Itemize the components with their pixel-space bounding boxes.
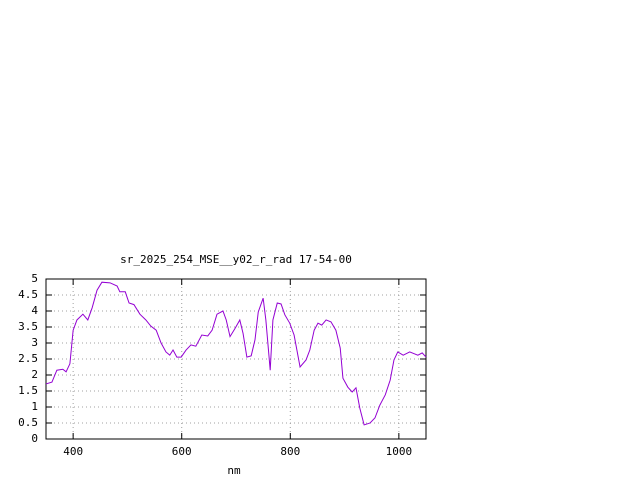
y-tick-label: 0.5 bbox=[18, 416, 38, 429]
x-tick-label: 800 bbox=[280, 445, 300, 458]
y-tick-label: 5 bbox=[31, 272, 38, 285]
x-tick-label: 400 bbox=[63, 445, 83, 458]
y-tick-label: 4 bbox=[31, 304, 38, 317]
y-tick-label: 3.5 bbox=[18, 320, 38, 333]
x-tick-label: 600 bbox=[172, 445, 192, 458]
y-tick-label: 1 bbox=[31, 400, 38, 413]
y-tick-label: 0 bbox=[31, 432, 38, 445]
x-tick-label: 1000 bbox=[386, 445, 413, 458]
y-tick-label: 2 bbox=[31, 368, 38, 381]
plot-border bbox=[45, 278, 427, 440]
y-tick-label: 1.5 bbox=[18, 384, 38, 397]
y-tick-label: 4.5 bbox=[18, 288, 38, 301]
chart-title: sr_2025_254_MSE__y02_r_rad 17-54-00 bbox=[120, 253, 352, 266]
y-tick-label: 2.5 bbox=[18, 352, 38, 365]
x-axis-label: nm bbox=[227, 464, 241, 477]
data-line bbox=[45, 281, 427, 426]
y-tick-label: 3 bbox=[31, 336, 38, 349]
